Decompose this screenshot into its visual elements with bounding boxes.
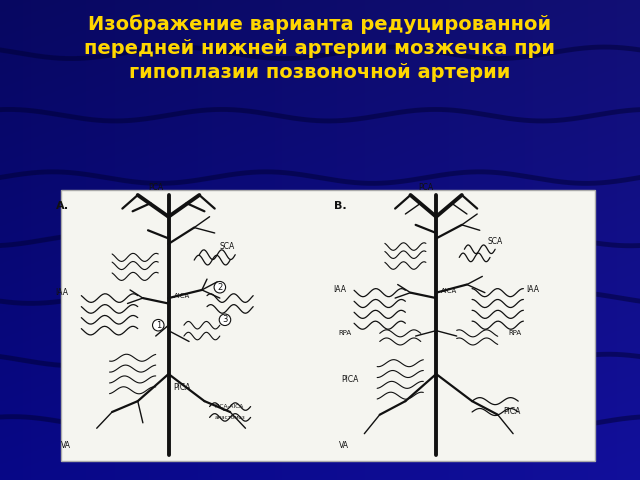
Text: PICA: PICA	[341, 375, 358, 384]
Text: AICA: AICA	[173, 293, 190, 300]
Text: IAA: IAA	[333, 286, 346, 294]
Text: IAA: IAA	[526, 286, 539, 294]
Text: SCA: SCA	[220, 242, 235, 251]
Text: Изображение варианта редуцированной
передней нижней артерии мозжечка при
гипопла: Изображение варианта редуцированной пере…	[84, 14, 556, 83]
FancyBboxPatch shape	[61, 190, 595, 461]
Text: VA: VA	[339, 441, 349, 450]
Text: IAA: IAA	[56, 288, 68, 297]
Text: RPA: RPA	[508, 330, 521, 336]
Text: A.: A.	[56, 201, 68, 211]
Text: AICA: AICA	[442, 288, 458, 294]
Text: PICA-AICA: PICA-AICA	[214, 404, 244, 409]
Text: анастомоз: анастомоз	[214, 415, 245, 420]
Text: PICA: PICA	[503, 408, 520, 417]
Text: 1: 1	[156, 321, 161, 330]
Text: B.: B.	[333, 201, 346, 211]
Text: 2: 2	[217, 283, 223, 292]
Text: SCA: SCA	[488, 237, 502, 246]
Text: PICA: PICA	[173, 383, 191, 392]
Text: RPA: RPA	[339, 330, 352, 336]
Text: PCA: PCA	[419, 183, 433, 192]
Text: PCA: PCA	[148, 183, 163, 192]
Text: 3: 3	[222, 315, 228, 324]
Text: VA: VA	[61, 441, 71, 450]
